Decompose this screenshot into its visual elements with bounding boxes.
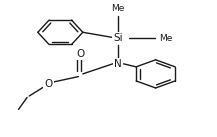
Text: Me: Me (112, 4, 125, 13)
Text: O: O (77, 49, 85, 59)
Text: N: N (114, 59, 122, 69)
Text: Si: Si (113, 33, 123, 43)
Text: Me: Me (159, 34, 172, 43)
Text: O: O (44, 79, 53, 89)
